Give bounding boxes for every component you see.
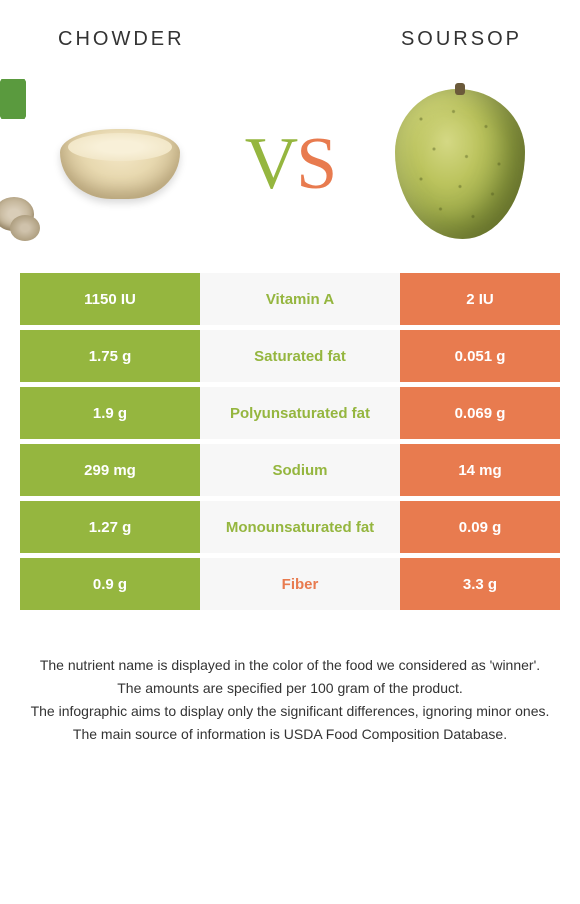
vs-v-letter: V xyxy=(245,123,296,205)
value-left: 0.9 g xyxy=(20,558,200,610)
value-right: 0.069 g xyxy=(400,387,560,439)
images-row: VS xyxy=(0,61,580,273)
food-right-title: SOURSOP xyxy=(401,28,522,51)
table-row: 299 mgSodium14 mg xyxy=(20,444,560,496)
value-left: 299 mg xyxy=(20,444,200,496)
value-left: 1.9 g xyxy=(20,387,200,439)
nutrient-label: Monounsaturated fat xyxy=(200,501,400,553)
footer-line: The infographic aims to display only the… xyxy=(22,701,558,722)
table-row: 1.9 gPolyunsaturated fat0.069 g xyxy=(20,387,560,439)
food-left-title: CHOWDER xyxy=(58,28,185,51)
value-right: 0.051 g xyxy=(400,330,560,382)
table-row: 1150 IUVitamin A2 IU xyxy=(20,273,560,325)
chowder-image xyxy=(30,89,210,239)
nutrient-label: Sodium xyxy=(200,444,400,496)
table-row: 1.27 gMonounsaturated fat0.09 g xyxy=(20,501,560,553)
soursop-image xyxy=(370,89,550,239)
nutrient-label: Vitamin A xyxy=(200,273,400,325)
stem-icon xyxy=(455,83,465,95)
soursop-icon xyxy=(395,89,525,239)
clam-icon xyxy=(10,215,40,241)
value-right: 3.3 g xyxy=(400,558,560,610)
vs-s-letter: S xyxy=(296,123,335,205)
nutrient-label: Polyunsaturated fat xyxy=(200,387,400,439)
footer-line: The amounts are specified per 100 gram o… xyxy=(22,678,558,699)
header: CHOWDER SOURSOP xyxy=(0,0,580,61)
value-left: 1.27 g xyxy=(20,501,200,553)
nutrient-label: Saturated fat xyxy=(200,330,400,382)
footer-line: The main source of information is USDA F… xyxy=(22,724,558,745)
value-right: 0.09 g xyxy=(400,501,560,553)
footer-notes: The nutrient name is displayed in the co… xyxy=(0,615,580,745)
nutrition-table: 1150 IUVitamin A2 IU1.75 gSaturated fat0… xyxy=(0,273,580,610)
table-row: 1.75 gSaturated fat0.051 g xyxy=(20,330,560,382)
value-left: 1.75 g xyxy=(20,330,200,382)
nutrient-label: Fiber xyxy=(200,558,400,610)
value-right: 14 mg xyxy=(400,444,560,496)
table-row: 0.9 gFiber3.3 g xyxy=(20,558,560,610)
footer-line: The nutrient name is displayed in the co… xyxy=(22,655,558,676)
vs-label: VS xyxy=(245,122,336,207)
value-right: 2 IU xyxy=(400,273,560,325)
value-left: 1150 IU xyxy=(20,273,200,325)
bowl-icon xyxy=(60,129,180,199)
herb-icon xyxy=(0,79,26,119)
